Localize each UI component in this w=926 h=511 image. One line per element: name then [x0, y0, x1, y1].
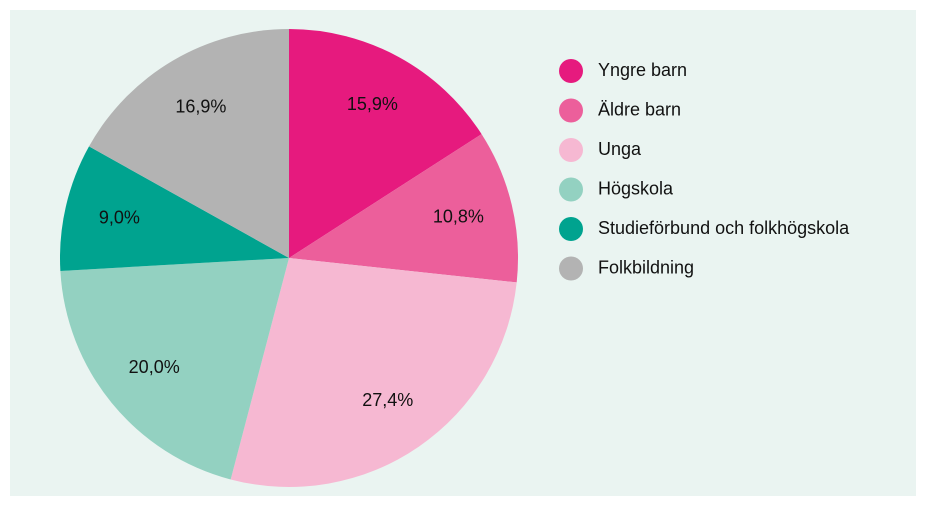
slice-label: 16,9%: [175, 97, 226, 117]
legend-swatch: [559, 177, 583, 202]
pie-slice: [89, 29, 290, 258]
legend-label: Unga: [598, 139, 642, 159]
legend-swatch: [559, 59, 583, 83]
slice-label: 27,4%: [362, 390, 413, 410]
pie-slice: [230, 258, 517, 487]
pie-slice: [60, 146, 289, 271]
legend-swatch: [559, 98, 583, 123]
slice-label: 9,0%: [99, 208, 140, 228]
legend-label: Äldre barn: [598, 99, 681, 119]
pie-slice: [60, 258, 290, 480]
pie-slice: [289, 134, 518, 283]
legend-label: Studieförbund och folkhögskola: [598, 218, 850, 238]
legend-swatch: [559, 138, 583, 162]
slice-label: 20,0%: [129, 357, 180, 377]
pie-slice: [289, 29, 482, 258]
legend-label: Yngre barn: [598, 60, 687, 80]
legend-label: Folkbildning: [598, 257, 694, 277]
legend-swatch: [559, 256, 583, 281]
slice-label: 10,8%: [433, 207, 484, 227]
legend-swatch: [559, 217, 583, 241]
slice-label: 15,9%: [347, 94, 398, 114]
legend-label: Högskola: [598, 178, 674, 198]
